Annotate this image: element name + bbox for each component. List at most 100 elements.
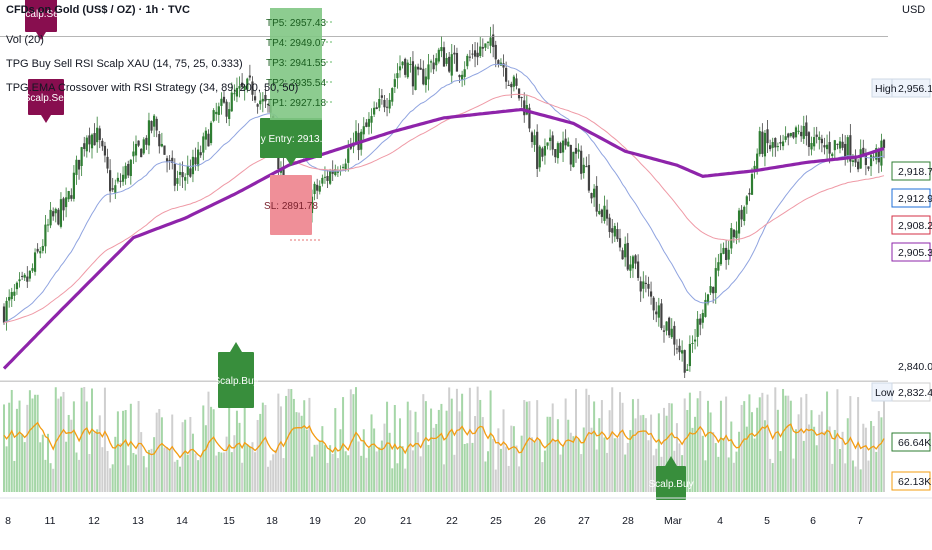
candle-body [57, 209, 60, 225]
volume-bar [717, 456, 720, 492]
candle-body [670, 328, 673, 338]
candle-body [756, 153, 759, 170]
candle-body [668, 317, 671, 336]
candle-body [259, 100, 262, 105]
candle-body [681, 350, 684, 354]
candle-body [448, 56, 451, 72]
volume-bar [287, 388, 290, 492]
volume-bar [194, 453, 197, 492]
candle-body [686, 369, 689, 371]
volume-bar [225, 436, 228, 492]
candle-body [220, 98, 223, 106]
candle-body [116, 177, 119, 182]
candle-body [787, 133, 790, 138]
volume-bar [769, 458, 772, 492]
scalp-buy-2-arrow [665, 456, 677, 466]
volume-bar [305, 429, 308, 492]
volume-bar [587, 394, 590, 492]
candle-body [836, 143, 839, 145]
take-profit-label: TP3: 2941.55 [266, 58, 326, 69]
candle-body [831, 153, 834, 157]
candle-body [277, 147, 280, 170]
volume-bar [67, 414, 70, 492]
volume-bar [111, 464, 114, 492]
candle-body [528, 107, 531, 129]
time-tick-label: 4 [717, 515, 723, 527]
candle-body [789, 132, 792, 137]
candle-body [520, 97, 523, 99]
candle-body [62, 198, 65, 211]
time-tick-label: 28 [622, 515, 634, 527]
volume-bar [730, 421, 733, 492]
price-tag: High [875, 83, 897, 95]
candle-body [90, 134, 94, 149]
volume-bar [189, 416, 192, 492]
volume-bar [541, 462, 544, 492]
candle-body [241, 82, 244, 88]
candle-body [145, 137, 148, 145]
candle-body [432, 62, 435, 70]
volume-bar [127, 465, 130, 492]
volume-bar [373, 428, 376, 492]
volume-bar [712, 432, 715, 492]
volume-bar [766, 394, 769, 492]
candle-body [393, 79, 396, 87]
candle-body [455, 52, 459, 72]
volume-bar [629, 430, 632, 492]
candle-body [362, 126, 365, 135]
volume-bar [849, 396, 852, 492]
price-tag-box [871, 78, 893, 98]
candle-body [316, 184, 319, 191]
volume-bar [813, 426, 816, 492]
volume-bar [411, 450, 414, 492]
candle-body [882, 139, 886, 148]
volume-bar [562, 446, 565, 492]
candle-body [815, 134, 818, 137]
candle-body [458, 75, 461, 78]
candle-body [564, 138, 567, 146]
volume-bar [642, 414, 645, 492]
price-label-box [891, 356, 931, 376]
volume-bar [608, 410, 611, 492]
candle-body [572, 151, 575, 168]
volume-bar [396, 463, 399, 492]
candle-body [406, 62, 409, 78]
volume-bar [202, 405, 205, 492]
candle-body [828, 142, 831, 154]
volume-bar [836, 389, 839, 492]
volume-bar [308, 397, 311, 492]
indicator-rsi-scalp[interactable]: TPG Buy Sell RSI Scalp XAU (14, 75, 25, … [6, 58, 243, 70]
volume-bar [448, 387, 451, 492]
volume-bar [564, 398, 567, 492]
volume-bar [173, 461, 176, 492]
volume-bar [818, 414, 821, 492]
candle-body [696, 318, 699, 337]
price-label: 2,905.395 [898, 247, 932, 259]
volume-bar [344, 451, 347, 492]
candle-body [582, 164, 585, 174]
volume-bar [316, 444, 319, 492]
volume-bar [246, 444, 249, 492]
candle-body [763, 132, 767, 157]
candle-body [199, 152, 202, 156]
volume-bar [826, 391, 829, 492]
time-tick-label: 26 [534, 515, 546, 527]
volume-bar [230, 452, 233, 492]
stop-loss-text: SL: 2891.78 [264, 201, 318, 212]
candle-body [603, 205, 606, 221]
volume-bar [595, 449, 598, 492]
candle-body [740, 209, 743, 220]
time-tick-label: 5 [764, 515, 770, 527]
volume-bar [820, 411, 823, 492]
candle-body [202, 136, 205, 153]
candle-body [72, 172, 75, 199]
take-profit-label: TP1: 2927.18 [266, 98, 326, 109]
volume-bar [41, 434, 44, 492]
volume-bar [323, 445, 326, 492]
volume-bar [119, 443, 122, 492]
indicator-volume[interactable]: Vol (20) [6, 34, 44, 46]
volume-bar [220, 452, 223, 492]
candle-body [54, 208, 57, 214]
indicator-ema-crossover[interactable]: TPG.EMA Crossover with RSI Strategy (34,… [6, 82, 298, 94]
